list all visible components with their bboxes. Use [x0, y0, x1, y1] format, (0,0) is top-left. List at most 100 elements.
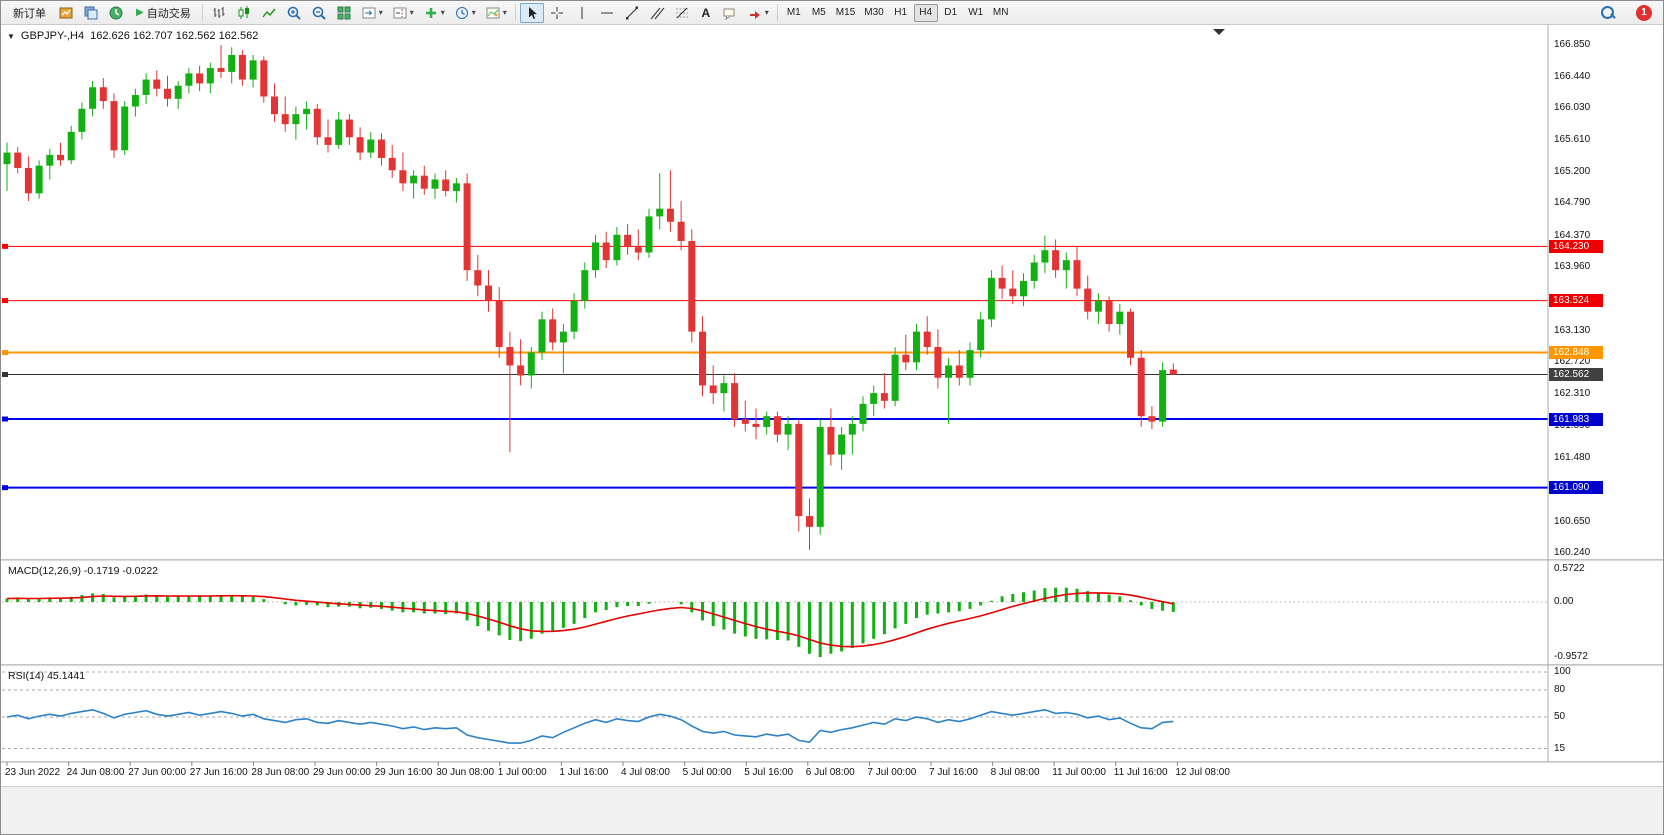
cursor-button[interactable] — [519, 2, 544, 23]
periods-button[interactable]: ▾ — [450, 3, 480, 23]
timeframe-button-M5[interactable]: M5 — [807, 4, 831, 22]
tile-windows-icon — [337, 6, 351, 19]
candlestick-chart-icon — [238, 5, 249, 19]
time-axis-label: 24 Jun 08:00 — [66, 767, 125, 778]
one-click-trading-toggle[interactable]: ▼ — [7, 31, 15, 41]
rsi-axis-label: 15 — [1554, 742, 1566, 754]
rsi-axis-label: 50 — [1554, 711, 1566, 722]
auto-trading-label: 自动交易 — [146, 7, 191, 20]
notification-badge[interactable]: 1 — [1636, 4, 1652, 21]
dropdown-caret-icon: ▾ — [764, 8, 769, 17]
price-axis-badge: 162.562 — [1549, 368, 1603, 381]
price-axis-label: 161.480 — [1554, 451, 1591, 463]
time-axis-label: 5 Jul 00:00 — [682, 767, 732, 778]
toolbar-separator — [776, 4, 778, 21]
trendline-button[interactable] — [620, 3, 644, 23]
time-axis-label: 4 Jul 08:00 — [621, 767, 670, 778]
new-chart-button[interactable] — [54, 3, 78, 23]
zoom-in-button[interactable] — [282, 3, 306, 23]
text-tool-icon: A — [701, 5, 711, 20]
bar-chart-button[interactable] — [207, 3, 231, 23]
price-axis-label: 162.720 — [1554, 356, 1591, 368]
text-tool-button[interactable]: A — [695, 3, 717, 23]
price-axis-badge: 161.983 — [1549, 412, 1603, 426]
toolbar-right-group: 1 — [1596, 3, 1658, 23]
timeframe-button-MN[interactable]: MN — [989, 4, 1013, 22]
timeframe-button-M30[interactable]: M30 — [860, 4, 887, 22]
zoom-in-icon — [287, 6, 301, 20]
search-button[interactable] — [1596, 3, 1620, 23]
time-axis-label: 12 Jul 08:00 — [1175, 767, 1230, 778]
price-axis-label: 164.370 — [1554, 229, 1591, 241]
dropdown-caret-icon: ▾ — [409, 8, 414, 17]
chart-shift-icon — [393, 7, 407, 18]
timeframe-button-D1[interactable]: D1 — [939, 4, 963, 22]
chart-canvas[interactable] — [1, 25, 1664, 835]
macd-indicator-label: MACD(12,26,9) -0.1719 -0.0222 — [8, 565, 158, 577]
vertical-line-button[interactable] — [570, 3, 594, 23]
toolbar-separator — [514, 4, 516, 21]
templates-icon — [486, 7, 500, 18]
profiles-button[interactable] — [79, 3, 103, 23]
text-label-icon — [723, 8, 735, 20]
fibonacci-button[interactable] — [670, 3, 694, 23]
new-chart-icon — [59, 7, 73, 18]
equidistant-channel-button[interactable] — [645, 3, 669, 23]
horizontal-line-button[interactable] — [595, 3, 619, 23]
search-icon — [1600, 5, 1616, 21]
price-axis-label: 164.790 — [1554, 197, 1591, 209]
ohlc-values: 162.626 162.707 162.562 162.562 — [90, 30, 259, 42]
time-axis-label: 29 Jun 00:00 — [313, 767, 371, 778]
trendline-icon — [625, 6, 638, 19]
macd-axis-label: -0.9572 — [1554, 651, 1588, 662]
candlestick-chart-button[interactable] — [232, 3, 256, 23]
time-axis-label: 1 Jul 16:00 — [559, 767, 609, 778]
clock-icon — [455, 6, 468, 19]
crosshair-button[interactable] — [545, 3, 569, 23]
arrows-button[interactable]: ▾ — [743, 3, 773, 23]
new-order-button[interactable]: 新订单 — [6, 3, 53, 23]
tile-windows-button[interactable] — [332, 3, 356, 23]
time-axis-label: 28 Jun 08:00 — [251, 767, 310, 778]
zoom-out-button[interactable] — [307, 3, 331, 23]
arrow-shape-icon — [749, 10, 760, 19]
price-axis-label: 163.130 — [1554, 324, 1591, 336]
bar-chart-icon — [213, 6, 225, 18]
price-axis-badge: 163.524 — [1549, 294, 1603, 308]
price-axis-label: 160.650 — [1554, 515, 1591, 527]
price-axis-badge: 161.090 — [1549, 481, 1603, 495]
timeframe-button-M1[interactable]: M1 — [782, 4, 806, 22]
fibonacci-retracement-icon — [675, 7, 688, 18]
time-axis-label: 27 Jun 00:00 — [128, 767, 187, 778]
time-axis-label: 27 Jun 16:00 — [189, 767, 248, 778]
price-axis-label: 160.240 — [1554, 547, 1591, 558]
time-axis[interactable]: 23 Jun 2022 24 Jun 08:00 27 Jun 00:00 27 Ju… — [1, 764, 1663, 785]
indicators-plus-icon — [425, 7, 436, 18]
zoom-out-icon — [312, 6, 326, 20]
rsi-axis-label: 100 — [1554, 666, 1571, 677]
line-chart-button[interactable] — [257, 3, 281, 23]
chart-title: ▼ GBPJPY-,H4 162.626 162.707 162.562 162… — [7, 30, 258, 42]
chart-shift-button[interactable]: ▾ — [388, 3, 418, 23]
auto-scroll-button[interactable]: ▾ — [357, 3, 387, 23]
time-axis-label: 11 Jul 16:00 — [1113, 767, 1168, 778]
timeframe-button-W1[interactable]: W1 — [964, 4, 988, 22]
dropdown-caret-icon: ▾ — [440, 8, 445, 17]
time-axis-label: 11 Jul 00:00 — [1052, 767, 1106, 778]
indicators-button[interactable]: ▾ — [419, 3, 449, 23]
timeframe-button-H4[interactable]: H4 — [913, 3, 938, 22]
auto-trading-button[interactable]: ▶ 自动交易 — [129, 3, 198, 23]
templates-button[interactable]: ▾ — [481, 3, 511, 23]
price-axis-label: 162.310 — [1554, 387, 1591, 399]
price-axis-label: 166.440 — [1554, 70, 1591, 82]
text-label-button[interactable] — [718, 3, 742, 23]
market-watch-button[interactable] — [104, 3, 128, 23]
auto-scroll-icon — [362, 7, 376, 18]
price-axis-label: 166.850 — [1554, 39, 1591, 50]
price-axis[interactable]: 166.850 166.440 166.030 165.610 165.200 164.7… — [1549, 25, 1663, 762]
time-axis-label: 5 Jul 16:00 — [744, 767, 794, 778]
chart-window[interactable]: ▼ GBPJPY-,H4 162.626 162.707 162.562 162… — [1, 25, 1664, 835]
timeframe-button-H1[interactable]: H1 — [889, 4, 913, 22]
timeframe-button-M15[interactable]: M15 — [832, 4, 859, 22]
